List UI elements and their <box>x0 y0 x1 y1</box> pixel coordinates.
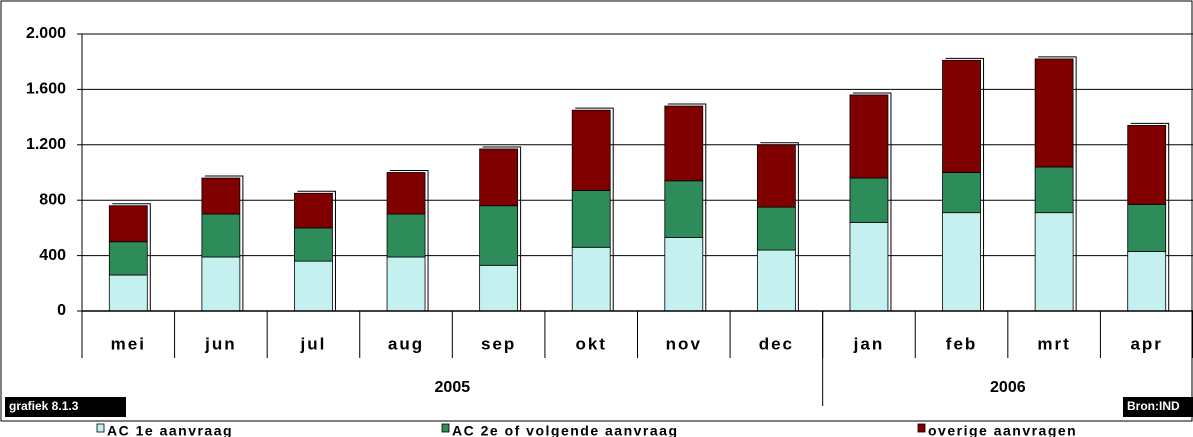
legend-label: AC 1e aanvraag <box>107 423 233 437</box>
group-label: 2005 <box>435 379 471 396</box>
bar-segment <box>849 94 889 179</box>
bar-segment <box>756 206 796 251</box>
legend-swatch <box>96 423 105 433</box>
bar-segment <box>479 205 519 266</box>
bar-segment <box>1127 203 1167 252</box>
x-tick-label: jan <box>853 334 885 353</box>
y-tick-label: 1.600 <box>26 81 66 98</box>
y-tick-label: 400 <box>39 247 66 264</box>
bar-segment <box>294 227 333 262</box>
x-tick-label: okt <box>575 334 607 353</box>
bar-segment <box>756 249 796 312</box>
bar-shadow <box>1130 122 1170 311</box>
bar-segment <box>1034 212 1074 312</box>
bar-segment <box>664 105 704 182</box>
bar-shadow <box>112 203 151 311</box>
legend-swatch <box>917 423 926 433</box>
group-label: 2006 <box>990 379 1026 396</box>
bar-segment <box>756 144 796 208</box>
bar-shadow <box>945 57 985 311</box>
bar-segment <box>1127 251 1167 312</box>
y-tick-label: 0 <box>57 302 66 319</box>
caption-box <box>5 397 126 417</box>
bar-segment <box>571 246 611 312</box>
bar-segment <box>942 59 981 173</box>
x-tick-label: apr <box>1130 334 1162 353</box>
bar-segment <box>386 256 426 312</box>
bar-segment <box>1034 58 1074 168</box>
bar-segment <box>386 172 426 215</box>
bar-shadow <box>204 175 244 311</box>
bar-segment <box>942 212 981 312</box>
bar-segment <box>479 264 519 312</box>
bar-shadow <box>390 170 429 311</box>
bar-segment <box>294 192 333 229</box>
bar-segment <box>571 190 611 248</box>
source-box <box>1123 397 1193 417</box>
x-tick-label: dec <box>759 334 794 353</box>
bar-segment <box>1034 166 1074 214</box>
bar-shadow <box>760 142 799 311</box>
x-tick-label: jul <box>300 334 327 353</box>
bar-shadow <box>852 92 892 311</box>
bar-segment <box>571 109 611 191</box>
y-tick-label: 800 <box>39 191 66 208</box>
legend-label: overige aanvragen <box>928 423 1077 437</box>
y-tick-label: 2.000 <box>26 25 66 42</box>
legend-label: AC 2e of volgende aanvraag <box>452 423 679 437</box>
bar-segment <box>201 213 241 258</box>
bar-segment <box>1127 125 1167 205</box>
caption: grafiek 8.1.3 <box>9 399 79 413</box>
bar-shadow <box>575 107 614 311</box>
bar-segment <box>942 172 981 214</box>
x-tick-label: aug <box>388 334 424 353</box>
bar-segment <box>664 180 704 238</box>
y-tick-label: 1.200 <box>26 136 66 153</box>
bar-shadow <box>667 103 707 311</box>
bar-shadow <box>1038 56 1077 311</box>
x-tick-label: jun <box>204 334 237 353</box>
bar-shadow <box>297 190 336 311</box>
bar-segment <box>386 213 426 258</box>
source: Bron:IND <box>1127 399 1180 413</box>
x-tick-label: sep <box>481 334 516 353</box>
x-tick-label: feb <box>946 334 978 353</box>
legend-swatch <box>441 423 450 433</box>
x-tick-label: nov <box>666 334 702 353</box>
x-tick-label: mrt <box>1037 334 1070 353</box>
bar-segment <box>849 221 889 312</box>
bar-segment <box>479 148 519 207</box>
bar-segment <box>108 274 148 312</box>
bar-segment <box>849 177 889 223</box>
bar-segment <box>664 237 704 312</box>
x-tick-label: mei <box>111 334 146 353</box>
bar-segment <box>201 177 241 215</box>
bar-segment <box>108 205 148 243</box>
bar-shadow <box>482 146 522 311</box>
bar-segment <box>201 256 241 312</box>
bar-segment <box>108 241 148 276</box>
bar-segment <box>294 260 333 312</box>
